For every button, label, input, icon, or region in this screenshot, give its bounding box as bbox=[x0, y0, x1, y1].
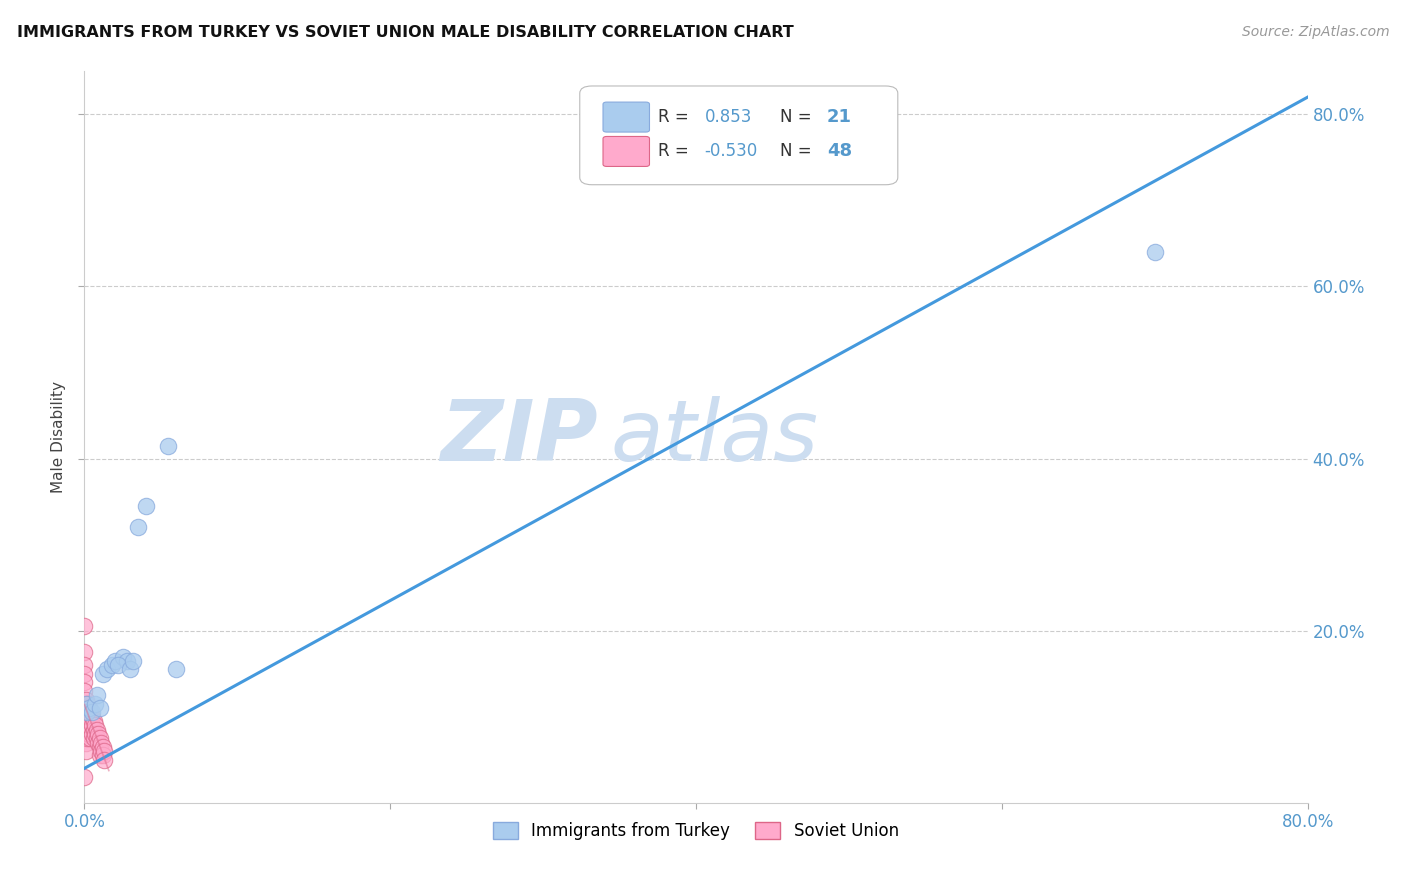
Point bbox=[89, 739, 111, 754]
Y-axis label: Male Disability: Male Disability bbox=[51, 381, 66, 493]
Point bbox=[77, 718, 100, 732]
Text: IMMIGRANTS FROM TURKEY VS SOVIET UNION MALE DISABILITY CORRELATION CHART: IMMIGRANTS FROM TURKEY VS SOVIET UNION M… bbox=[17, 25, 793, 40]
Point bbox=[80, 718, 103, 732]
FancyBboxPatch shape bbox=[579, 86, 898, 185]
Point bbox=[122, 654, 145, 668]
Point bbox=[127, 520, 149, 534]
Point bbox=[75, 744, 97, 758]
Text: R =: R = bbox=[658, 143, 695, 161]
Point bbox=[157, 439, 180, 453]
Point bbox=[76, 714, 98, 728]
Point bbox=[1143, 245, 1166, 260]
Point bbox=[87, 727, 110, 741]
Point bbox=[86, 688, 108, 702]
Point bbox=[75, 735, 97, 749]
Point bbox=[89, 748, 111, 763]
Point bbox=[84, 727, 107, 741]
Point bbox=[104, 654, 127, 668]
Point bbox=[76, 723, 98, 737]
Point bbox=[83, 731, 105, 746]
Point bbox=[79, 731, 101, 746]
Point bbox=[120, 662, 142, 676]
Point bbox=[89, 701, 111, 715]
Point bbox=[80, 710, 103, 724]
Point bbox=[165, 662, 187, 676]
Point bbox=[93, 744, 115, 758]
Text: 48: 48 bbox=[827, 143, 852, 161]
Point bbox=[73, 658, 96, 673]
Point bbox=[73, 770, 96, 784]
Point bbox=[77, 701, 100, 715]
Point bbox=[73, 619, 96, 633]
Point bbox=[107, 658, 129, 673]
Text: 21: 21 bbox=[827, 108, 852, 126]
Text: 0.853: 0.853 bbox=[704, 108, 752, 126]
Point bbox=[91, 748, 114, 763]
Point bbox=[73, 645, 96, 659]
Point bbox=[115, 654, 138, 668]
Point bbox=[83, 714, 105, 728]
Point bbox=[75, 710, 97, 724]
Point bbox=[91, 739, 114, 754]
Point bbox=[96, 662, 118, 676]
Point bbox=[75, 718, 97, 732]
Text: N =: N = bbox=[780, 108, 817, 126]
Point bbox=[75, 701, 97, 715]
Text: -0.530: -0.530 bbox=[704, 143, 758, 161]
Point bbox=[90, 744, 112, 758]
Point bbox=[76, 706, 98, 720]
Point bbox=[91, 666, 114, 681]
Point bbox=[101, 658, 124, 673]
Point bbox=[76, 706, 98, 720]
Text: Source: ZipAtlas.com: Source: ZipAtlas.com bbox=[1241, 25, 1389, 39]
Point bbox=[89, 731, 111, 746]
Point bbox=[77, 701, 100, 715]
Point bbox=[77, 727, 100, 741]
Point bbox=[73, 684, 96, 698]
Point bbox=[75, 727, 97, 741]
Point bbox=[73, 666, 96, 681]
Text: atlas: atlas bbox=[610, 395, 818, 479]
Point bbox=[76, 697, 98, 711]
Point bbox=[79, 706, 101, 720]
Point bbox=[86, 731, 108, 746]
Point bbox=[84, 718, 107, 732]
Point bbox=[84, 697, 107, 711]
Point bbox=[77, 710, 100, 724]
Point bbox=[87, 735, 110, 749]
Text: N =: N = bbox=[780, 143, 817, 161]
FancyBboxPatch shape bbox=[603, 102, 650, 132]
Text: R =: R = bbox=[658, 108, 695, 126]
FancyBboxPatch shape bbox=[603, 136, 650, 167]
Point bbox=[135, 499, 157, 513]
Point bbox=[80, 706, 103, 720]
Point bbox=[86, 723, 108, 737]
Point bbox=[76, 731, 98, 746]
Point bbox=[83, 723, 105, 737]
Point bbox=[79, 723, 101, 737]
Point bbox=[79, 714, 101, 728]
Point bbox=[75, 697, 97, 711]
Text: ZIP: ZIP bbox=[440, 395, 598, 479]
Point bbox=[90, 735, 112, 749]
Point bbox=[93, 753, 115, 767]
Legend: Immigrants from Turkey, Soviet Union: Immigrants from Turkey, Soviet Union bbox=[486, 815, 905, 847]
Point bbox=[73, 675, 96, 690]
Point bbox=[111, 649, 134, 664]
Point bbox=[80, 727, 103, 741]
Point bbox=[75, 692, 97, 706]
